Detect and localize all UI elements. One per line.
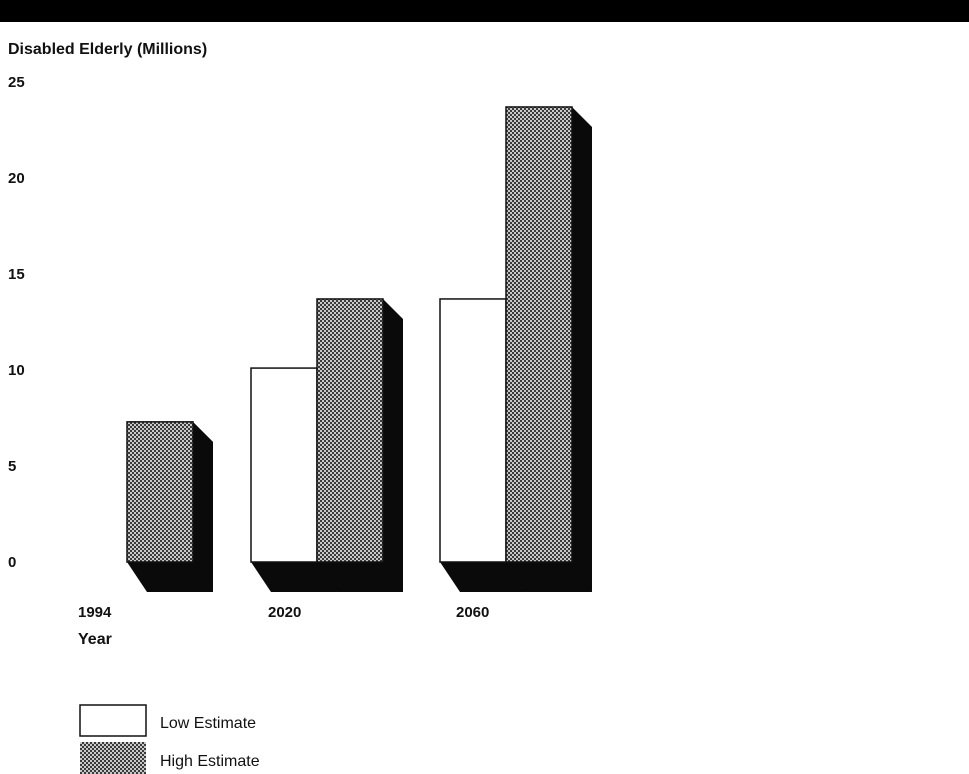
bar-side (193, 421, 213, 592)
bar-face (250, 367, 318, 563)
y-tick-label: 0 (8, 554, 16, 571)
bar-face (505, 106, 573, 563)
bar-2020-high (316, 298, 403, 592)
y-tick-label: 10 (8, 362, 25, 379)
bar-base-shadow (317, 562, 403, 592)
y-tick-label: 5 (8, 458, 16, 475)
y-tick-label: 25 (8, 74, 25, 91)
y-axis-title: Disabled Elderly (Millions) (8, 41, 207, 58)
legend-swatch-high (80, 742, 146, 774)
legend-label-low: Low Estimate (160, 715, 256, 732)
x-tick-label: 2060 (456, 604, 489, 621)
legend-label-high: High Estimate (160, 753, 260, 770)
bar-1994-high (126, 421, 213, 592)
legend-swatch-low (79, 704, 147, 737)
legend: Low Estimate High Estimate (79, 704, 260, 774)
x-tick-label: 1994 (78, 604, 112, 621)
x-tick-label: 2020 (268, 604, 301, 621)
bar-base-shadow (440, 562, 526, 592)
bar-2060-high (505, 106, 592, 593)
bars-group (126, 106, 592, 593)
bar-face (439, 298, 507, 563)
x-axis-ticks: 1994 2020 2060 (78, 604, 489, 621)
y-axis-ticks: 0 5 10 15 20 25 (8, 74, 25, 571)
bar-base-shadow (127, 562, 213, 592)
bar-base-shadow (506, 562, 592, 592)
bar-base-shadow (251, 562, 337, 592)
bar-side (383, 298, 403, 592)
y-tick-label: 15 (8, 266, 25, 283)
top-band (0, 0, 969, 22)
bar-side (572, 106, 592, 593)
y-tick-label: 20 (8, 170, 25, 187)
x-axis-title: Year (78, 631, 112, 648)
bar-face (126, 421, 194, 563)
bar-face (316, 298, 384, 563)
